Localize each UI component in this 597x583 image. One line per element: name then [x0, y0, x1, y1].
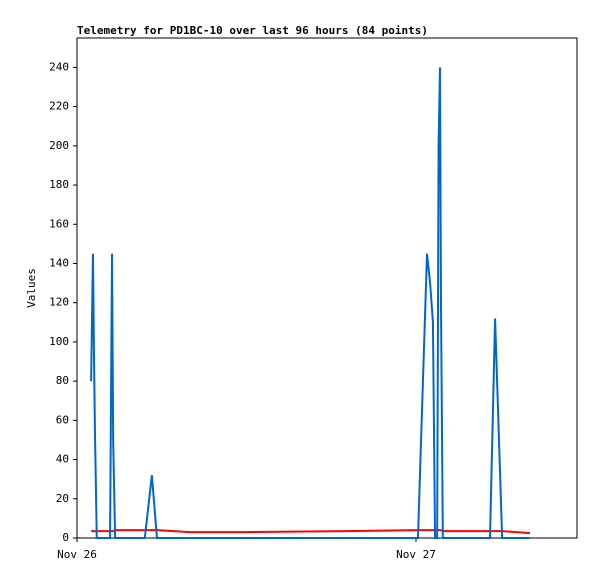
line-series	[90, 67, 530, 539]
y-tick-label: 60	[56, 413, 69, 426]
y-tick-label: 0	[62, 531, 69, 544]
y-tick-label: 120	[49, 296, 69, 309]
y-tick-label: 20	[56, 492, 69, 505]
y-tick-label: 80	[56, 374, 69, 387]
y-tick-label: 180	[49, 178, 69, 191]
x-tick-label: Nov 26	[57, 548, 97, 561]
plot-frame	[76, 37, 578, 539]
y-tick-label: 220	[49, 100, 69, 113]
y-tick-label: 140	[49, 256, 69, 269]
chart-title: Telemetry for PD1BC-10 over last 96 hour…	[77, 24, 428, 37]
y-axis-label: Values	[25, 268, 38, 308]
y-tick-label: 240	[49, 60, 69, 73]
y-tick-label: 40	[56, 453, 69, 466]
y-tick-label: 160	[49, 217, 69, 230]
y-tick-label: 200	[49, 139, 69, 152]
line-series	[91, 529, 531, 535]
y-tick-label: 100	[49, 335, 69, 348]
x-tick-label: Nov 27	[396, 548, 436, 561]
